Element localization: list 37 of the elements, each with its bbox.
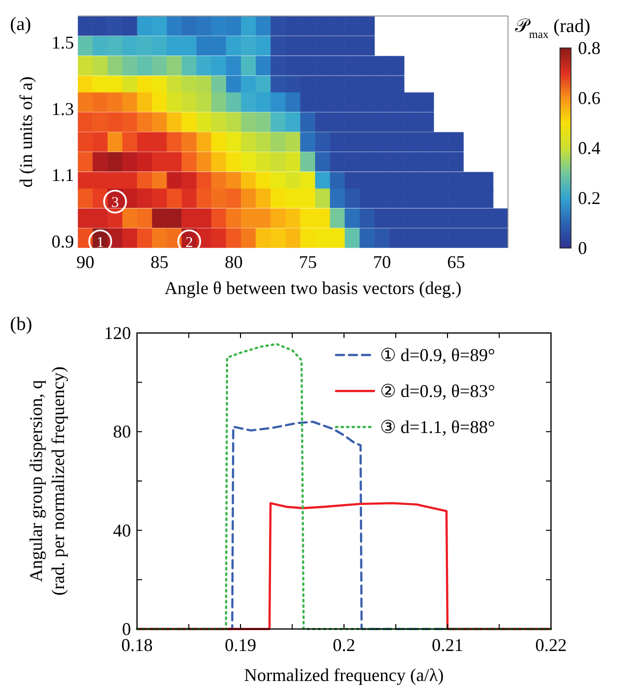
x-tick-label: 70 (372, 252, 391, 272)
y-axis-title: Angular group dispersion, q (rad. per normalized frequency) (26, 366, 68, 596)
x-tick-label: 90 (76, 252, 94, 272)
y-tick-label: 0.9 (52, 231, 74, 252)
x-tick-label: 75 (298, 252, 317, 272)
color-bar-label: 0.2 (578, 188, 600, 208)
color-bar-label: 0 (578, 238, 587, 258)
y-tick-label: 1.1 (52, 165, 74, 186)
x-axis-title: Normalized frequency (a/λ) (244, 665, 444, 685)
x-tick-label: 65 (447, 252, 466, 272)
y-tick-label: 120 (104, 323, 131, 343)
x-tick-label: 0.22 (535, 635, 567, 655)
color-bar-label: 0.6 (578, 88, 600, 108)
x-tick-label: 0.2 (332, 635, 356, 655)
x-axis-title: Angle θ between two basis vectors (deg.) (164, 278, 462, 298)
annotation: 1 (96, 234, 104, 251)
legend-label: ③ d=1.1, θ=88° (380, 417, 496, 437)
x-tick-label: 0.19 (224, 635, 256, 655)
x-tick-label: 85 (150, 252, 169, 272)
y-axis-title: d (in units of a) (16, 76, 36, 188)
y-tick-label: 40 (113, 520, 131, 540)
color-bar-title: 𝒫$_{max}$ (rad) (515, 16, 590, 41)
chart-title: (b) (10, 314, 32, 335)
x-tick-label: 0.21 (432, 635, 464, 655)
chart-title: (a) (10, 14, 32, 35)
y-tick-label: 1.5 (52, 32, 74, 53)
line-series (136, 343, 552, 630)
color-bar-label: 0.4 (578, 138, 600, 158)
legend-label: ② d=0.9, θ=83° (380, 381, 496, 401)
x-tick-label: 80 (224, 252, 243, 272)
annotation: 2 (185, 234, 193, 251)
annotation: 3 (111, 195, 119, 212)
color-bar-label: 0.8 (578, 38, 600, 58)
y-tick-label: 80 (113, 422, 131, 442)
y-tick-label: 1.3 (52, 98, 74, 119)
legend-label: ① d=0.9, θ=89° (380, 345, 496, 365)
circled-number: 3 (103, 190, 127, 214)
